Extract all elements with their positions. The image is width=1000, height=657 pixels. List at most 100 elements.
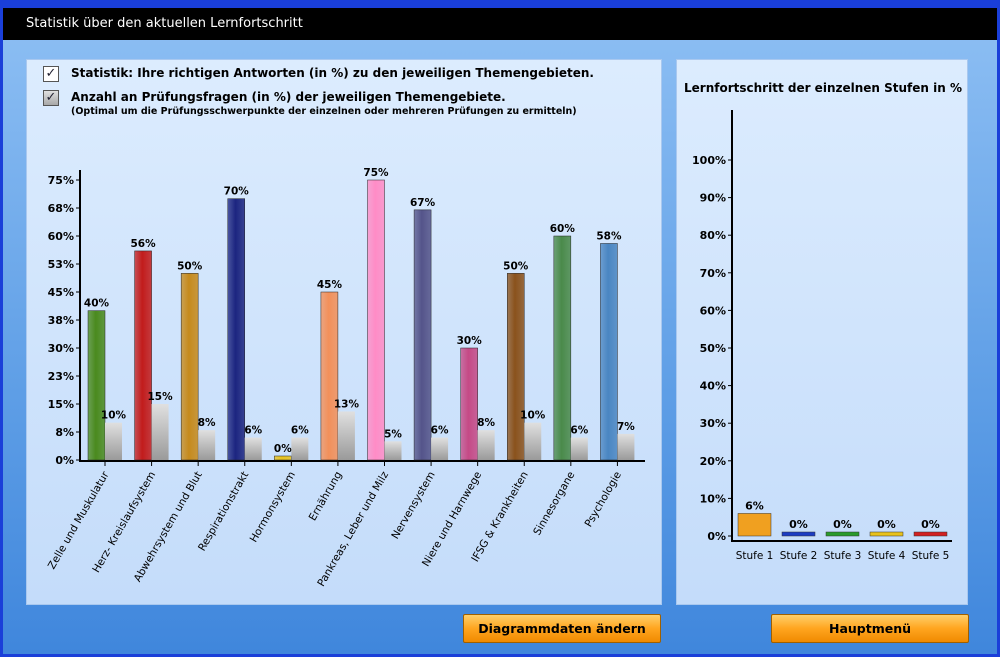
level-bar-label-stufe-3: 0% (833, 518, 852, 531)
bar-label-correct-respirationstrakt: 70% (224, 186, 250, 198)
bar-correct-niere-und-harnwege (460, 347, 478, 461)
bar-label-correct-ifsg-krankheiten: 50% (503, 260, 529, 272)
bar-label-correct-hormonsystem: 0% (274, 443, 292, 455)
correct-answers-checkbox[interactable]: ✓ (43, 66, 59, 82)
level-category-label-stufe-1: Stufe 1 (736, 550, 774, 562)
exam-questions-checkbox[interactable]: ✓ (43, 90, 59, 106)
level-y-tick-label: 20% (700, 455, 726, 468)
bar-label-questions-nervensystem: 6% (431, 425, 449, 437)
bar-label-questions-hormonsystem: 6% (291, 425, 309, 437)
bar-label-correct-psychologie: 58% (596, 230, 622, 242)
bar-label-questions-abwehrsystem-und-blut: 8% (198, 417, 216, 429)
y-tick-label: 45% (48, 286, 74, 299)
level-progress-title: Lernfortschritt der einzelnen Stufen in … (684, 81, 962, 95)
category-label-hormonsystem: Hormonsystem (248, 470, 298, 545)
y-tick-label: 75% (48, 174, 74, 187)
level-y-tick-label: 10% (700, 492, 726, 505)
level-category-label-stufe-4: Stufe 4 (868, 550, 906, 562)
level-y-tick-label: 70% (700, 267, 726, 280)
bar-label-questions-zelle-und-muskulatur: 10% (101, 410, 127, 422)
bar-correct-pankreas-leber-und-milz (367, 179, 385, 461)
topic-bar-chart: 0%8%15%23%30%38%45%53%60%68%75%40%10%Zel… (46, 167, 645, 589)
bar-label-correct-nervensystem: 67% (410, 197, 436, 209)
bar-correct-respirationstrakt (227, 198, 245, 461)
level-bar-stufe-1 (737, 513, 772, 537)
bar-questions-abwehrsystem-und-blut (198, 430, 216, 460)
level-progress-panel: Lernfortschritt der einzelnen Stufen in … (676, 59, 968, 605)
category-label-ernährung: Ernährung (307, 470, 345, 523)
level-bar-stufe-4 (869, 531, 904, 537)
level-y-tick-label: 0% (707, 530, 726, 543)
bar-correct-psychologie (600, 243, 618, 461)
bar-correct-ernährung (320, 291, 339, 461)
bar-label-questions-psychologie: 7% (617, 421, 635, 433)
bar-questions-niere-und-harnwege (477, 430, 495, 460)
category-label-psychologie: Psychologie (583, 470, 624, 530)
bar-questions-ifsg-krankheiten (524, 422, 542, 460)
bar-correct-zelle-und-muskulatur (87, 310, 106, 461)
bar-correct-nervensystem (413, 209, 432, 461)
level-category-label-stufe-2: Stufe 2 (780, 550, 818, 562)
y-tick-label: 30% (48, 342, 74, 355)
legend-exam-questions[interactable]: ✓ Anzahl an Prüfungsfragen (in %) der je… (43, 90, 577, 117)
bar-questions-ernährung (337, 411, 355, 460)
correct-answers-label: Statistik: Ihre richtigen Antworten (in … (71, 66, 594, 80)
level-y-tick-label: 90% (700, 192, 726, 205)
window-title: Statistik über den aktuellen Lernfortsch… (0, 0, 1000, 40)
bar-correct-sinnesorgane (553, 235, 572, 461)
bar-correct-herz-kreislaufsystem (134, 250, 152, 461)
y-tick-label: 60% (48, 230, 74, 243)
topic-statistics-panel: ✓ Statistik: Ihre richtigen Antworten (i… (26, 59, 662, 605)
y-tick-label: 15% (48, 398, 74, 411)
category-label-sinnesorgane: Sinnesorgane (531, 470, 577, 538)
y-tick-label: 68% (48, 202, 74, 215)
bar-label-correct-pankreas-leber-und-milz: 75% (363, 167, 389, 179)
change-chart-data-button[interactable]: Diagrammdaten ändern (463, 614, 661, 643)
exam-questions-label: Anzahl an Prüfungsfragen (in %) der jewe… (71, 90, 506, 104)
level-y-tick-label: 60% (700, 304, 726, 317)
y-tick-label: 8% (55, 426, 74, 439)
bar-label-questions-niere-und-harnwege: 8% (477, 417, 495, 429)
level-y-tick-label: 50% (700, 342, 726, 355)
level-category-label-stufe-5: Stufe 5 (912, 550, 950, 562)
bar-label-questions-pankreas-leber-und-milz: 5% (384, 428, 402, 440)
bar-questions-sinnesorgane (570, 437, 588, 460)
bar-questions-pankreas-leber-und-milz (384, 441, 402, 460)
y-tick-label: 53% (48, 258, 74, 271)
level-bar-label-stufe-5: 0% (921, 518, 940, 531)
bar-label-questions-sinnesorgane: 6% (570, 425, 588, 437)
level-bar-label-stufe-4: 0% (877, 518, 896, 531)
level-bar-stufe-3 (825, 531, 860, 537)
level-y-tick-label: 40% (700, 380, 726, 393)
level-y-tick-label: 100% (692, 154, 726, 167)
bar-questions-herz-kreislaufsystem (151, 404, 169, 460)
legend-correct-answers[interactable]: ✓ Statistik: Ihre richtigen Antworten (i… (43, 66, 594, 82)
level-category-label-stufe-3: Stufe 3 (824, 550, 862, 562)
bar-questions-respirationstrakt (244, 437, 262, 460)
bar-label-questions-respirationstrakt: 6% (244, 425, 262, 437)
bar-label-correct-sinnesorgane: 60% (550, 223, 576, 235)
main-menu-button[interactable]: Hauptmenü (771, 614, 969, 643)
bar-label-correct-zelle-und-muskulatur: 40% (84, 298, 110, 310)
bar-correct-ifsg-krankheiten (507, 273, 525, 461)
category-label-nervensystem: Nervensystem (389, 470, 437, 542)
bar-label-correct-niere-und-harnwege: 30% (457, 335, 483, 347)
y-tick-label: 0% (55, 454, 74, 467)
bar-questions-hormonsystem (291, 437, 309, 460)
bar-correct-hormonsystem (274, 455, 292, 461)
bar-label-correct-herz-kreislaufsystem: 56% (131, 238, 157, 250)
bar-questions-nervensystem (431, 437, 449, 460)
level-y-tick-label: 30% (700, 417, 726, 430)
category-label-respirationstrakt: Respirationstrakt (196, 470, 251, 554)
bar-questions-psychologie (617, 433, 635, 460)
bar-label-correct-abwehrsystem-und-blut: 50% (177, 260, 203, 272)
y-tick-label: 38% (48, 314, 74, 327)
bar-questions-zelle-und-muskulatur (105, 422, 122, 460)
bar-label-questions-herz-kreislaufsystem: 15% (148, 391, 174, 403)
level-bar-stufe-2 (781, 531, 816, 537)
level-bar-stufe-5 (913, 531, 948, 537)
exam-questions-sublabel: (Optimal um die Prüfungsschwerpunkte der… (71, 106, 577, 117)
bar-correct-abwehrsystem-und-blut (180, 273, 199, 461)
level-bar-label-stufe-1: 6% (745, 499, 764, 512)
bar-label-questions-ifsg-krankheiten: 10% (520, 410, 546, 422)
